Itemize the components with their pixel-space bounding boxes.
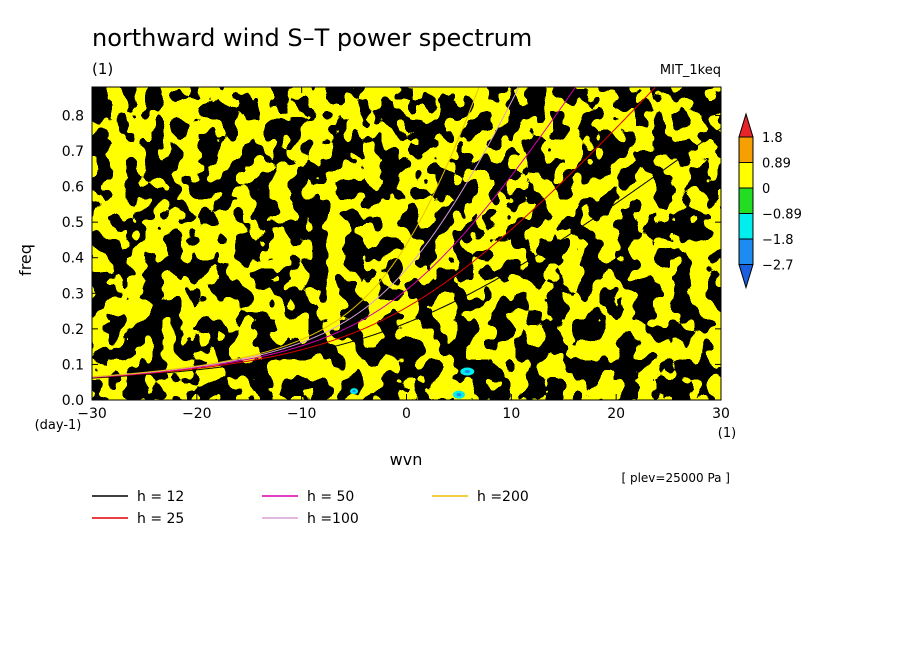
x-axis-unit: (1) <box>718 426 736 441</box>
chart-subtitle-left: (1) <box>92 60 113 78</box>
low-power-core <box>352 389 356 393</box>
colorbar-segment <box>738 162 754 189</box>
x-axis: −30 −20 −10 0 10 20 30 <box>77 87 730 422</box>
colorbar: 1.8 0.89 0 −0.89 −1.8 −2.7 <box>738 112 802 290</box>
y-tick-label: 0.2 <box>62 322 84 338</box>
legend-label: h =200 <box>477 489 529 505</box>
legend-label: h = 12 <box>137 489 184 505</box>
pressure-level-note: [ plev=25000 Pa ] <box>621 471 730 485</box>
low-power-core <box>456 393 462 397</box>
colorbar-label: −1.8 <box>762 233 794 248</box>
legend-label: h = 25 <box>137 511 184 527</box>
x-tick-label: −10 <box>287 406 317 422</box>
colorbar-label: 0.89 <box>762 157 791 172</box>
colorbar-segment <box>738 136 754 163</box>
y-tick-label: 0.5 <box>62 215 84 231</box>
x-axis-label: wvn <box>390 450 423 469</box>
x-tick-label: 20 <box>607 406 625 422</box>
colorbar-label: −0.89 <box>762 208 802 223</box>
colorbar-min-arrow <box>738 264 754 290</box>
chart-title: northward wind S–T power spectrum <box>92 24 532 52</box>
x-tick-label: 10 <box>502 406 520 422</box>
chart-subtitle-right: MIT_1keq <box>660 63 721 78</box>
y-tick-label: 0.8 <box>62 108 84 124</box>
y-tick-label: 0.0 <box>62 393 84 409</box>
y-axis-label: freq <box>16 244 35 276</box>
legend-label: h = 50 <box>307 489 354 505</box>
colorbar-max-arrow <box>738 112 754 138</box>
legend: h = 12 h = 25 h = 50 h =100 h =200 <box>92 489 529 527</box>
colorbar-label: 0 <box>762 182 770 197</box>
dispersion-curve <box>92 127 721 379</box>
dispersion-curve <box>92 87 577 378</box>
legend-label: h =100 <box>307 511 359 527</box>
colorbar-segment <box>738 238 754 265</box>
dispersion-curve <box>92 87 520 378</box>
dispersion-curve <box>92 87 480 378</box>
y-axis: 0.0 0.1 0.2 0.3 0.4 0.5 0.6 0.7 0.8 <box>62 108 721 409</box>
colorbar-segment <box>738 187 754 214</box>
dispersion-curve <box>92 87 657 379</box>
y-tick-label: 0.4 <box>62 251 84 267</box>
x-tick-label: 0 <box>402 406 411 422</box>
y-tick-label: 0.1 <box>62 357 84 373</box>
low-power-core <box>464 369 471 374</box>
colorbar-label: −2.7 <box>762 259 794 274</box>
spectrum-field <box>92 87 721 400</box>
y-tick-label: 0.6 <box>62 180 84 196</box>
y-tick-label: 0.7 <box>62 144 84 160</box>
colorbar-segment <box>738 213 754 240</box>
x-tick-label: 30 <box>712 406 730 422</box>
x-tick-label: −30 <box>77 406 107 422</box>
colorbar-label: 1.8 <box>762 131 783 146</box>
y-axis-unit: (day-1) <box>35 418 82 433</box>
x-tick-label: −20 <box>182 406 212 422</box>
y-tick-label: 0.3 <box>62 286 84 302</box>
